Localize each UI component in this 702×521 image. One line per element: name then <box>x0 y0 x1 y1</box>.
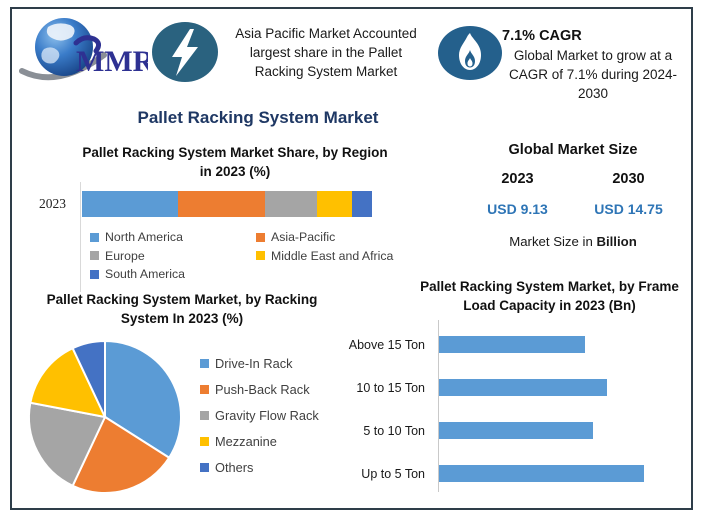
infographic-frame: MMR Asia Pacific Market Accounted larges… <box>10 7 693 510</box>
legend-label: Drive-In Rack <box>215 355 293 371</box>
legend-item: Others <box>200 454 319 480</box>
capacity-bar-row: Above 15 Ton <box>342 323 652 366</box>
capacity-bar <box>439 336 586 353</box>
legend-item: Drive-In Rack <box>200 350 319 376</box>
region-segment <box>177 191 265 217</box>
flame-icon <box>438 26 502 80</box>
capacity-category-label: Up to 5 Ton <box>361 466 425 481</box>
region-segment <box>264 191 317 217</box>
legend-label: Asia-Pacific <box>271 230 336 245</box>
legend-item: Middle East and Africa <box>256 247 393 266</box>
region-stacked-bar <box>82 191 372 217</box>
region-segment <box>351 191 372 217</box>
capacity-bar <box>439 379 608 396</box>
capacity-bar-track <box>439 336 652 353</box>
capacity-bar <box>439 465 644 482</box>
cagr-line: Global Market to grow at a <box>513 48 673 63</box>
asia-banner-line: Racking System Market <box>254 64 398 79</box>
page-title: Pallet Racking System Market <box>137 108 379 127</box>
legend-item: Gravity Flow Rack <box>200 402 319 428</box>
capacity-bar-row: 5 to 10 Ton <box>342 409 652 452</box>
legend-swatch <box>200 462 209 472</box>
capacity-bars: Above 15 Ton 10 to 15 Ton 5 to 10 Ton Up to… <box>342 323 652 495</box>
market-size-panel: Global Market Size 2023 2030 USD 9.13 US… <box>462 142 684 249</box>
capacity-chart-title: Pallet Racking System Market, by Frame L… <box>420 279 679 313</box>
pie-legend: Drive-In Rack Push-Back Rack Gravity Flow … <box>200 350 319 480</box>
pie-slice <box>71 339 106 418</box>
legend-swatch <box>90 251 99 261</box>
capacity-category-label: Above 15 Ton <box>348 337 425 352</box>
cagr-line: CAGR of 7.1% during 2024- <box>508 67 678 82</box>
capacity-bar-row: 10 to 15 Ton <box>342 366 652 409</box>
region-segment <box>82 191 178 217</box>
legend-item: South America <box>90 265 252 284</box>
legend-item: Push-Back Rack <box>200 376 319 402</box>
capacity-bar-track <box>439 422 652 439</box>
region-segment <box>316 191 352 217</box>
legend-label: Push-Back Rack <box>215 381 310 397</box>
legend-swatch <box>200 436 209 446</box>
region-chart-axis-line <box>80 182 81 292</box>
capacity-bar-row: Up to 5 Ton <box>342 452 652 495</box>
logo-text: MMR <box>76 45 148 78</box>
legend-swatch <box>200 410 209 420</box>
value-2030: USD 14.75 <box>594 201 663 217</box>
market-size-title: Global Market Size <box>508 142 638 158</box>
legend-swatch <box>256 251 265 261</box>
pie-chart-title: Pallet Racking System Market, by Racking… <box>46 292 318 326</box>
capacity-bar <box>439 422 593 439</box>
capacity-category-label: 10 to 15 Ton <box>356 380 425 395</box>
legend-item: Europe <box>90 247 252 266</box>
legend-swatch <box>90 232 99 242</box>
asia-banner-line: Asia Pacific Market Accounted <box>235 26 417 41</box>
legend-label: South America <box>105 267 185 282</box>
legend-item: Asia-Pacific <box>256 228 393 247</box>
legend-swatch <box>200 384 209 394</box>
cagr-heading: 7.1% CAGR <box>502 28 582 44</box>
capacity-chart-axis-line <box>438 320 439 492</box>
cagr-description: Global Market to grow at a CAGR of 7.1% … <box>492 46 694 103</box>
value-2023: USD 9.13 <box>487 201 548 217</box>
market-size-values: USD 9.13 USD 14.75 <box>462 201 684 217</box>
legend-label: Gravity Flow Rack <box>215 407 319 423</box>
year-2023-label: 2023 <box>501 171 534 187</box>
legend-swatch <box>90 269 99 279</box>
capacity-bar-track <box>439 465 652 482</box>
legend-item: North America <box>90 228 252 247</box>
legend-label: Mezzanine <box>215 433 277 449</box>
capacity-category-label: 5 to 10 Ton <box>363 423 425 438</box>
legend-swatch <box>200 358 209 368</box>
legend-label: Others <box>215 459 254 475</box>
footnote-prefix: Market Size in <box>509 234 597 249</box>
region-legend: North America Asia-Pacific Europe Middle Ea… <box>90 228 393 284</box>
region-chart-category-label: 2023 <box>39 196 66 211</box>
legend-label: Europe <box>105 248 145 263</box>
logo-swoosh <box>19 52 107 81</box>
legend-swatch <box>256 232 265 242</box>
legend-label: Middle East and Africa <box>271 248 394 263</box>
year-2030-label: 2030 <box>612 171 645 187</box>
asia-banner-line: largest share in the Pallet <box>249 45 403 60</box>
legend-label: North America <box>105 230 183 245</box>
pie-chart <box>28 339 182 494</box>
cagr-line: 2030 <box>577 86 609 101</box>
capacity-bar-track <box>439 379 652 396</box>
legend-item: Mezzanine <box>200 428 319 454</box>
pie-slice <box>28 401 107 488</box>
region-chart-title: Pallet Racking System Market Share, by R… <box>82 145 388 179</box>
market-size-footnote: Market Size in Billion <box>462 234 684 249</box>
lightning-bolt-icon <box>152 22 218 82</box>
footnote-unit: Billion <box>596 234 637 249</box>
asia-pacific-banner-text: Asia Pacific Market Accounted largest sh… <box>210 24 442 81</box>
pie-slice <box>29 346 107 419</box>
mmr-logo: MMR <box>19 18 148 81</box>
cagr-banner: 7.1% CAGR Global Market to grow at a CAG… <box>492 26 694 103</box>
market-size-years: 2023 2030 <box>462 171 684 187</box>
